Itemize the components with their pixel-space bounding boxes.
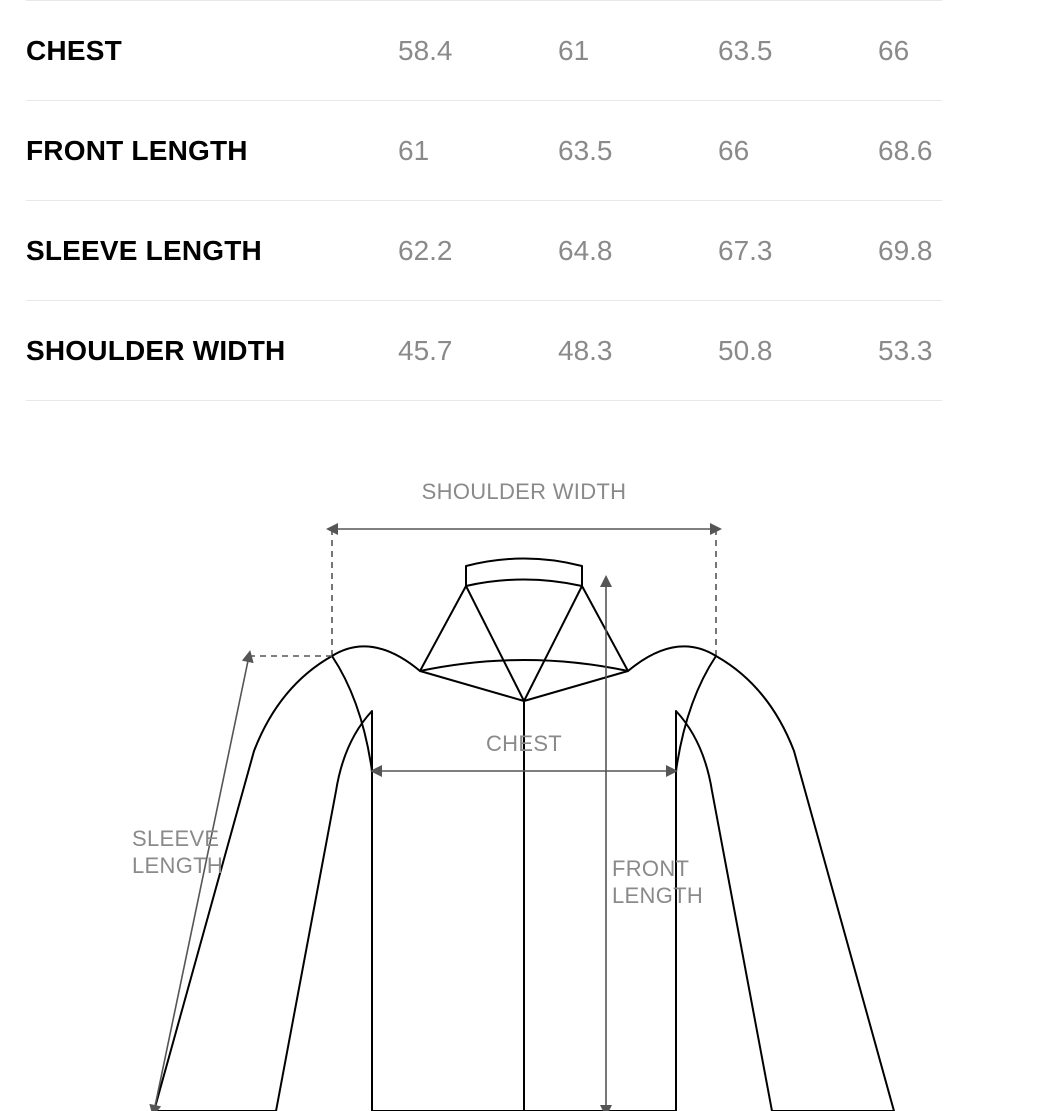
shirt-collar [420,559,628,702]
row-label: FRONT LENGTH [26,101,398,201]
label-front-length-1: FRONT [612,856,689,881]
table-row: SHOULDER WIDTH45.748.350.853.3 [26,301,942,401]
shirt-diagram: SHOULDER WIDTH CHEST FRONT [114,471,934,1111]
shirt-diagram-wrap: SHOULDER WIDTH CHEST FRONT [26,471,1022,1111]
row-label: SHOULDER WIDTH [26,301,398,401]
row-value: 63.5 [558,101,718,201]
row-value: 53.3 [878,301,942,401]
row-value: 50.8 [718,301,878,401]
label-shoulder-width: SHOULDER WIDTH [422,479,627,504]
row-value: 61 [398,101,558,201]
row-value: 66 [718,101,878,201]
table-row: SLEEVE LENGTH62.264.867.369.8 [26,201,942,301]
table-row: CHEST58.46163.566 [26,1,942,101]
label-sleeve-length-1: SLEEVE [132,826,219,851]
label-front-length-2: LENGTH [612,883,703,908]
row-value: 69.8 [878,201,942,301]
label-sleeve-length-2: LENGTH [132,853,223,878]
row-value: 66 [878,1,942,101]
row-label: CHEST [26,1,398,101]
row-value: 62.2 [398,201,558,301]
table-row: FRONT LENGTH6163.56668.6 [26,101,942,201]
row-value: 61 [558,1,718,101]
row-value: 45.7 [398,301,558,401]
row-value: 63.5 [718,1,878,101]
row-value: 48.3 [558,301,718,401]
row-value: 68.6 [878,101,942,201]
row-label: SLEEVE LENGTH [26,201,398,301]
row-value: 67.3 [718,201,878,301]
size-table: CHEST58.46163.566FRONT LENGTH6163.56668.… [26,0,942,401]
size-table-body: CHEST58.46163.566FRONT LENGTH6163.56668.… [26,1,942,401]
row-value: 64.8 [558,201,718,301]
label-chest: CHEST [486,731,562,756]
row-value: 58.4 [398,1,558,101]
